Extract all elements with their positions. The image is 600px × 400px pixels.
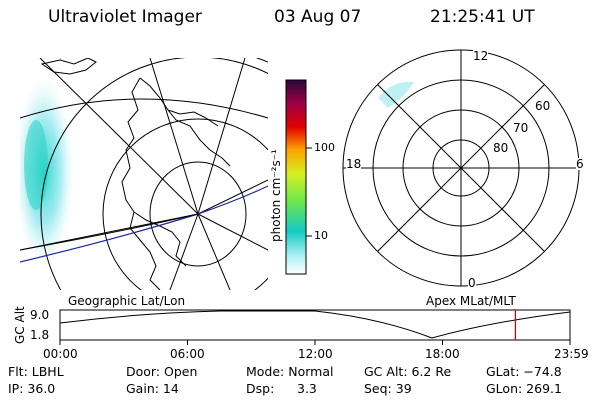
colorbar-gradient	[285, 79, 307, 275]
mlt-label-0: 0	[468, 276, 476, 290]
lat-circle-outer	[40, 58, 268, 290]
info-gain: Gain: 14	[126, 381, 179, 396]
colorbar-tick-100: 100	[314, 141, 335, 154]
lat-circle-inner	[149, 161, 247, 267]
info-glat: GLat: −74.8	[486, 364, 562, 379]
lat-circle-middle	[102, 118, 268, 290]
date-label: 03 Aug 07	[274, 7, 362, 27]
timeline-ymin: 1.8	[30, 328, 50, 342]
altitude-curve	[59, 310, 571, 339]
timeline-frame	[59, 309, 571, 341]
timeline-ymax: 9.0	[30, 308, 50, 322]
info-filter: Flt: LBHL	[8, 364, 64, 379]
mlat-label-70: 70	[513, 121, 529, 135]
mlat-label-80: 80	[493, 141, 509, 155]
colorbar-tick-10: 10	[314, 229, 328, 242]
timeline-xtick-0000: 00:00	[43, 347, 78, 361]
time-label: 21:25:41 UT	[430, 7, 535, 27]
instrument-title: Ultraviolet Imager	[48, 7, 202, 27]
coastline	[121, 77, 231, 290]
apex-panel-label: Apex MLat/MLT	[426, 294, 516, 308]
polar-spokes	[343, 50, 579, 286]
geo-map-content	[20, 58, 268, 290]
mlat-label-60: 60	[535, 99, 551, 113]
geographic-panel-label: Geographic Lat/Lon	[68, 294, 186, 308]
meridians	[20, 58, 268, 290]
info-mode: Mode: Normal	[246, 364, 334, 379]
polar-emission-patch	[378, 81, 414, 108]
mlt-label-12: 12	[473, 49, 489, 63]
info-seq: Seq: 39	[364, 381, 412, 396]
timeline-xtick-0600: 06:00	[170, 347, 205, 361]
timeline-xtick-2359: 23:59	[554, 347, 589, 361]
info-gc-alt: GC Alt: 6.2 Re	[364, 364, 452, 379]
info-dsp-value: 3.3	[297, 381, 317, 396]
info-glon: GLon: 269.1	[486, 381, 562, 396]
orbit-track	[20, 185, 268, 263]
timeline-xtick-1800: 18:00	[425, 347, 460, 361]
info-dsp-label: Dsp:	[246, 381, 275, 396]
info-door: Door: Open	[126, 364, 198, 379]
mlt-label-6: 6	[576, 157, 584, 171]
info-ip: IP: 36.0	[8, 381, 56, 396]
timeline-ticks	[59, 340, 571, 345]
mlt-label-18: 18	[346, 157, 362, 171]
timeline-xtick-1200: 12:00	[298, 347, 333, 361]
